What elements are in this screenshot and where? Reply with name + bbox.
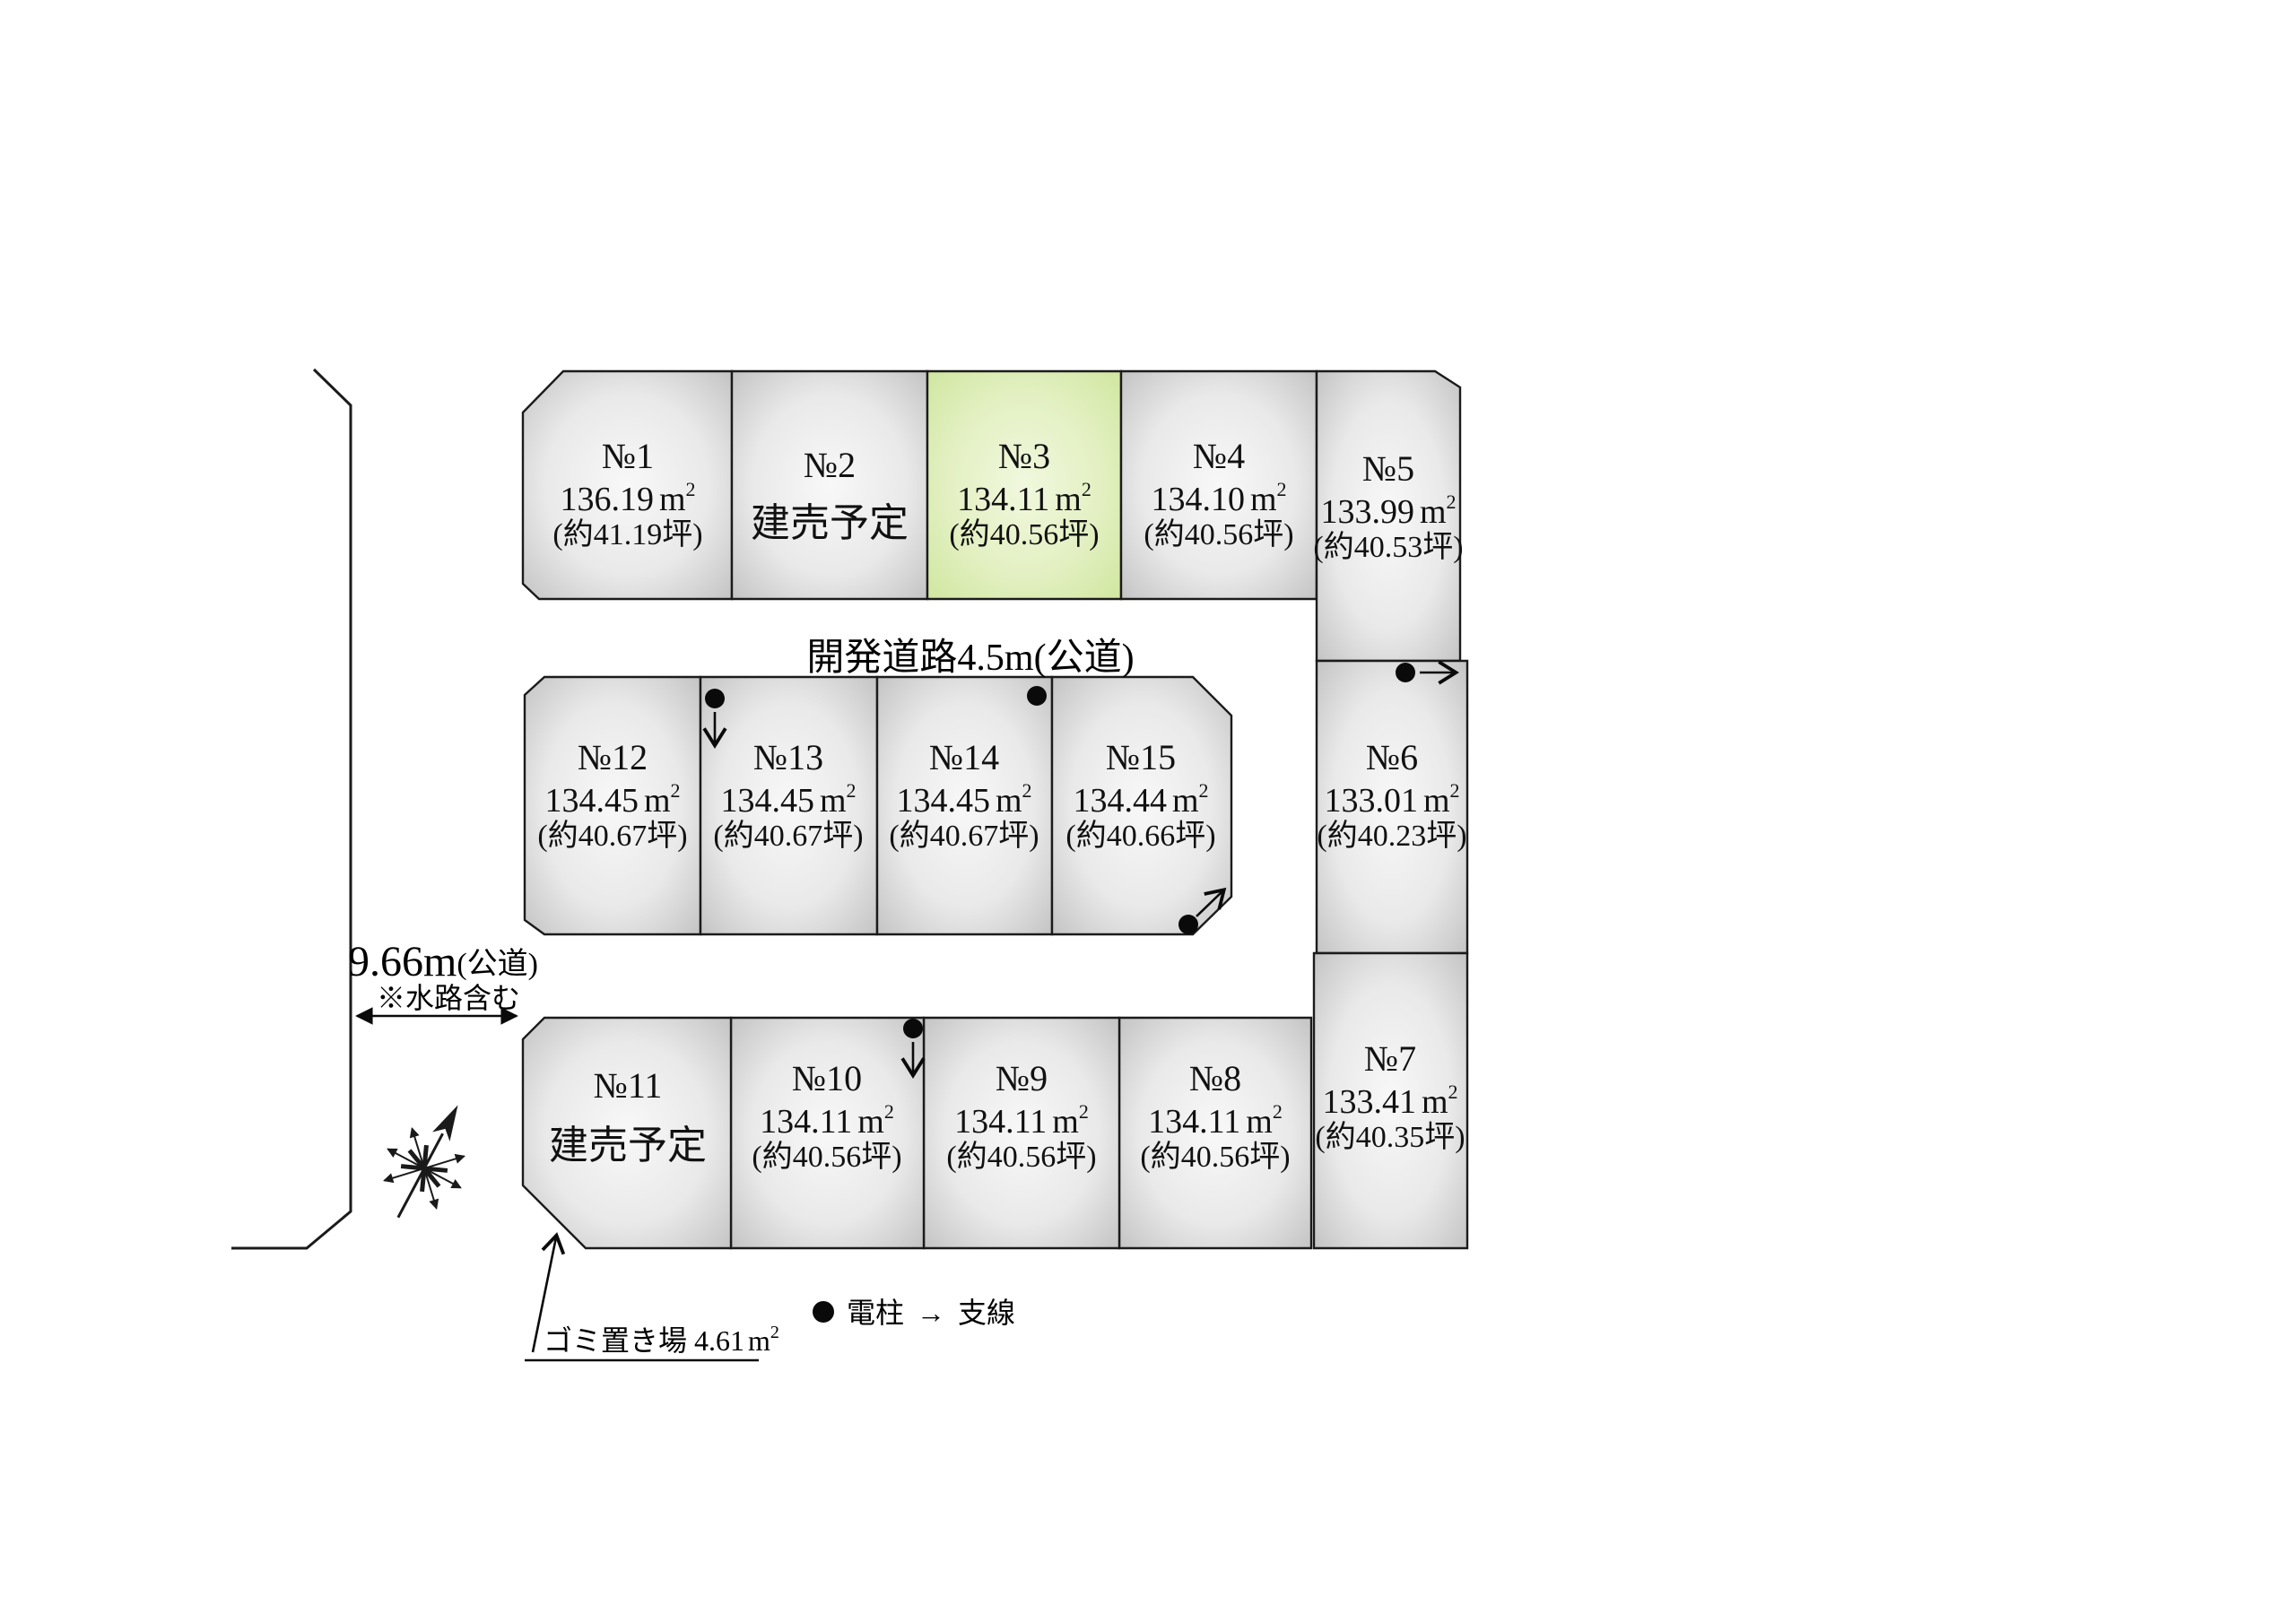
- left-road-note: ※水路含む: [377, 982, 520, 1014]
- garbage-leader-arrow: [531, 1232, 566, 1353]
- lot-no3-tsubo: (約40.56坪): [949, 517, 1099, 551]
- lot-no14-tsubo: (約40.67坪): [889, 819, 1039, 853]
- utility-pole-4: [1396, 660, 1459, 685]
- lot-no13-tsubo: (約40.67坪): [713, 819, 863, 853]
- lot-no2-status: 建売予定: [751, 501, 909, 545]
- garbage-label: ゴミ置き場 4.61 m2: [544, 1323, 779, 1357]
- utility-pole-icon: [1027, 686, 1047, 706]
- left-road-kind-text: (公道): [457, 947, 538, 981]
- road-boundary-line: [231, 368, 352, 1250]
- lot-no1-number: №1: [602, 436, 654, 476]
- legend: 電柱 → 支線: [813, 1297, 1015, 1329]
- lot-no11-shape[interactable]: [521, 1016, 733, 1250]
- utility-pole-icon: [705, 689, 725, 708]
- lot-no11-number: №11: [594, 1065, 663, 1106]
- lot-no8-area: 134.11 m2: [1148, 1100, 1283, 1141]
- utility-pole-3: [1178, 887, 1227, 934]
- guy-wire-arrow-icon: [1196, 887, 1227, 917]
- lot-no5-shape[interactable]: [1315, 369, 1462, 663]
- lot-no6-number: №6: [1366, 737, 1418, 777]
- lot-no1-tsubo: (約41.19坪): [552, 517, 702, 551]
- lot-no12-number: №12: [578, 737, 648, 777]
- lot-no9-area: 134.11 m2: [954, 1100, 1089, 1141]
- lot-no5-number: №5: [1362, 448, 1414, 489]
- lot-no11-status: 建売予定: [549, 1124, 707, 1167]
- lot-no12-tsubo: (約40.67坪): [537, 819, 687, 853]
- utility-pole-1: [702, 689, 727, 749]
- utility-pole-icon: [903, 1019, 923, 1038]
- left-road-dimension: 9.66m(公道): [348, 938, 538, 985]
- garbage-area-callout: ゴミ置き場 4.61 m2: [525, 1232, 779, 1362]
- lot-no4-area: 134.10 m2: [1151, 478, 1286, 518]
- lot-no6-tsubo: (約40.23坪): [1317, 819, 1466, 853]
- lot-no10-tsubo: (約40.56坪): [752, 1140, 901, 1174]
- lot-no15-area: 134.44 m2: [1073, 779, 1208, 820]
- lot-no15-tsubo: (約40.66坪): [1065, 819, 1215, 853]
- lot-no15-shape[interactable]: [1050, 675, 1233, 936]
- utility-pole-icon: [1178, 915, 1198, 934]
- lot-no10-area: 134.11 m2: [760, 1100, 894, 1141]
- lot-no2-shape[interactable]: [730, 369, 929, 601]
- lot-no3-number: №3: [998, 436, 1050, 476]
- legend-wire-arrow-icon: →: [917, 1297, 945, 1329]
- lot-no13-area: 134.45 m2: [720, 779, 856, 820]
- legend-pole-icon: [813, 1301, 834, 1323]
- lot-no5-area: 133.99 m2: [1320, 490, 1456, 531]
- lot-no7-shape[interactable]: [1312, 951, 1469, 1250]
- utility-pole-icon: [1396, 663, 1415, 682]
- lot-no10-number: №10: [792, 1058, 862, 1098]
- lot-no12-area: 134.45 m2: [544, 779, 680, 820]
- legend-pole-label: 電柱: [847, 1297, 904, 1329]
- lot-no8-number: №8: [1189, 1058, 1241, 1098]
- lot-no7-tsubo: (約40.35坪): [1315, 1120, 1465, 1154]
- lot-no2[interactable]: №2 建売予定: [730, 369, 929, 601]
- top-road-label: 開発道路4.5m(公道): [806, 638, 1134, 679]
- lot-no6-area: 133.01 m2: [1324, 779, 1459, 820]
- lot-no7-area: 133.41 m2: [1322, 1081, 1457, 1121]
- utility-pole-2: [1027, 686, 1047, 706]
- lot-no11[interactable]: №11 建売予定: [521, 1016, 733, 1250]
- lot-no1-area: 136.19 m2: [560, 478, 695, 518]
- left-road-width-text: 9.66m: [348, 938, 457, 985]
- lot-no5-tsubo: (約40.53坪): [1313, 530, 1463, 564]
- lot-no9-tsubo: (約40.56坪): [946, 1140, 1096, 1174]
- lot-no2-number: №2: [804, 445, 856, 485]
- compass-north-arrow-icon: [383, 1105, 465, 1219]
- lot-no14-number: №14: [929, 737, 999, 777]
- legend-wire-label: 支線: [958, 1297, 1015, 1329]
- lot-no3-area: 134.11 m2: [957, 478, 1091, 518]
- lot-no4-number: №4: [1193, 436, 1245, 476]
- lot-no15-number: №15: [1106, 737, 1176, 777]
- lot-no8-tsubo: (約40.56坪): [1140, 1140, 1290, 1174]
- utility-pole-5: [900, 1019, 926, 1079]
- lot-no13-number: №13: [753, 737, 823, 777]
- lot-no14-area: 134.45 m2: [896, 779, 1031, 820]
- lot-no4-tsubo: (約40.56坪): [1144, 517, 1293, 551]
- lot-no7-number: №7: [1364, 1038, 1416, 1079]
- lot-no9-number: №9: [996, 1058, 1048, 1098]
